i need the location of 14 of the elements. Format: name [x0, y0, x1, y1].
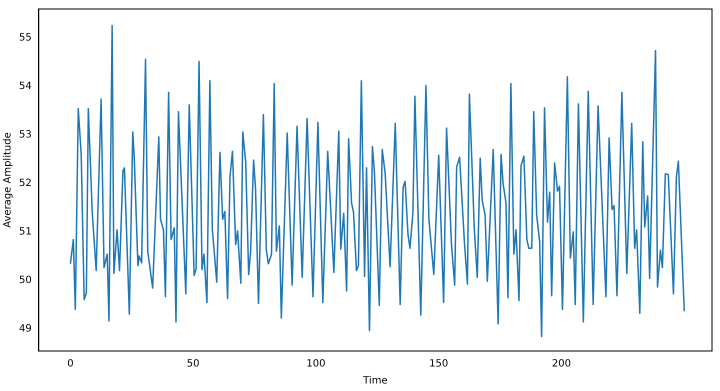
y-tick-label: 53: [18, 130, 32, 141]
y-tick-label: 50: [18, 274, 32, 286]
y-axis-title: Average Amplitude: [2, 132, 14, 228]
y-tick-label: 51: [18, 226, 32, 238]
x-tick-label: 100: [306, 358, 326, 370]
y-tick-label: 52: [18, 178, 32, 189]
y-tick-label: 54: [18, 81, 32, 92]
x-tick-label: 0: [67, 358, 74, 370]
x-tick-label: 150: [429, 358, 448, 370]
x-axis-title: Time: [362, 376, 388, 387]
x-tick-label: 50: [186, 358, 200, 370]
y-tick-label: 49: [18, 323, 32, 334]
y-tick-label: 55: [18, 32, 32, 44]
x-tick-label: 200: [552, 358, 572, 370]
